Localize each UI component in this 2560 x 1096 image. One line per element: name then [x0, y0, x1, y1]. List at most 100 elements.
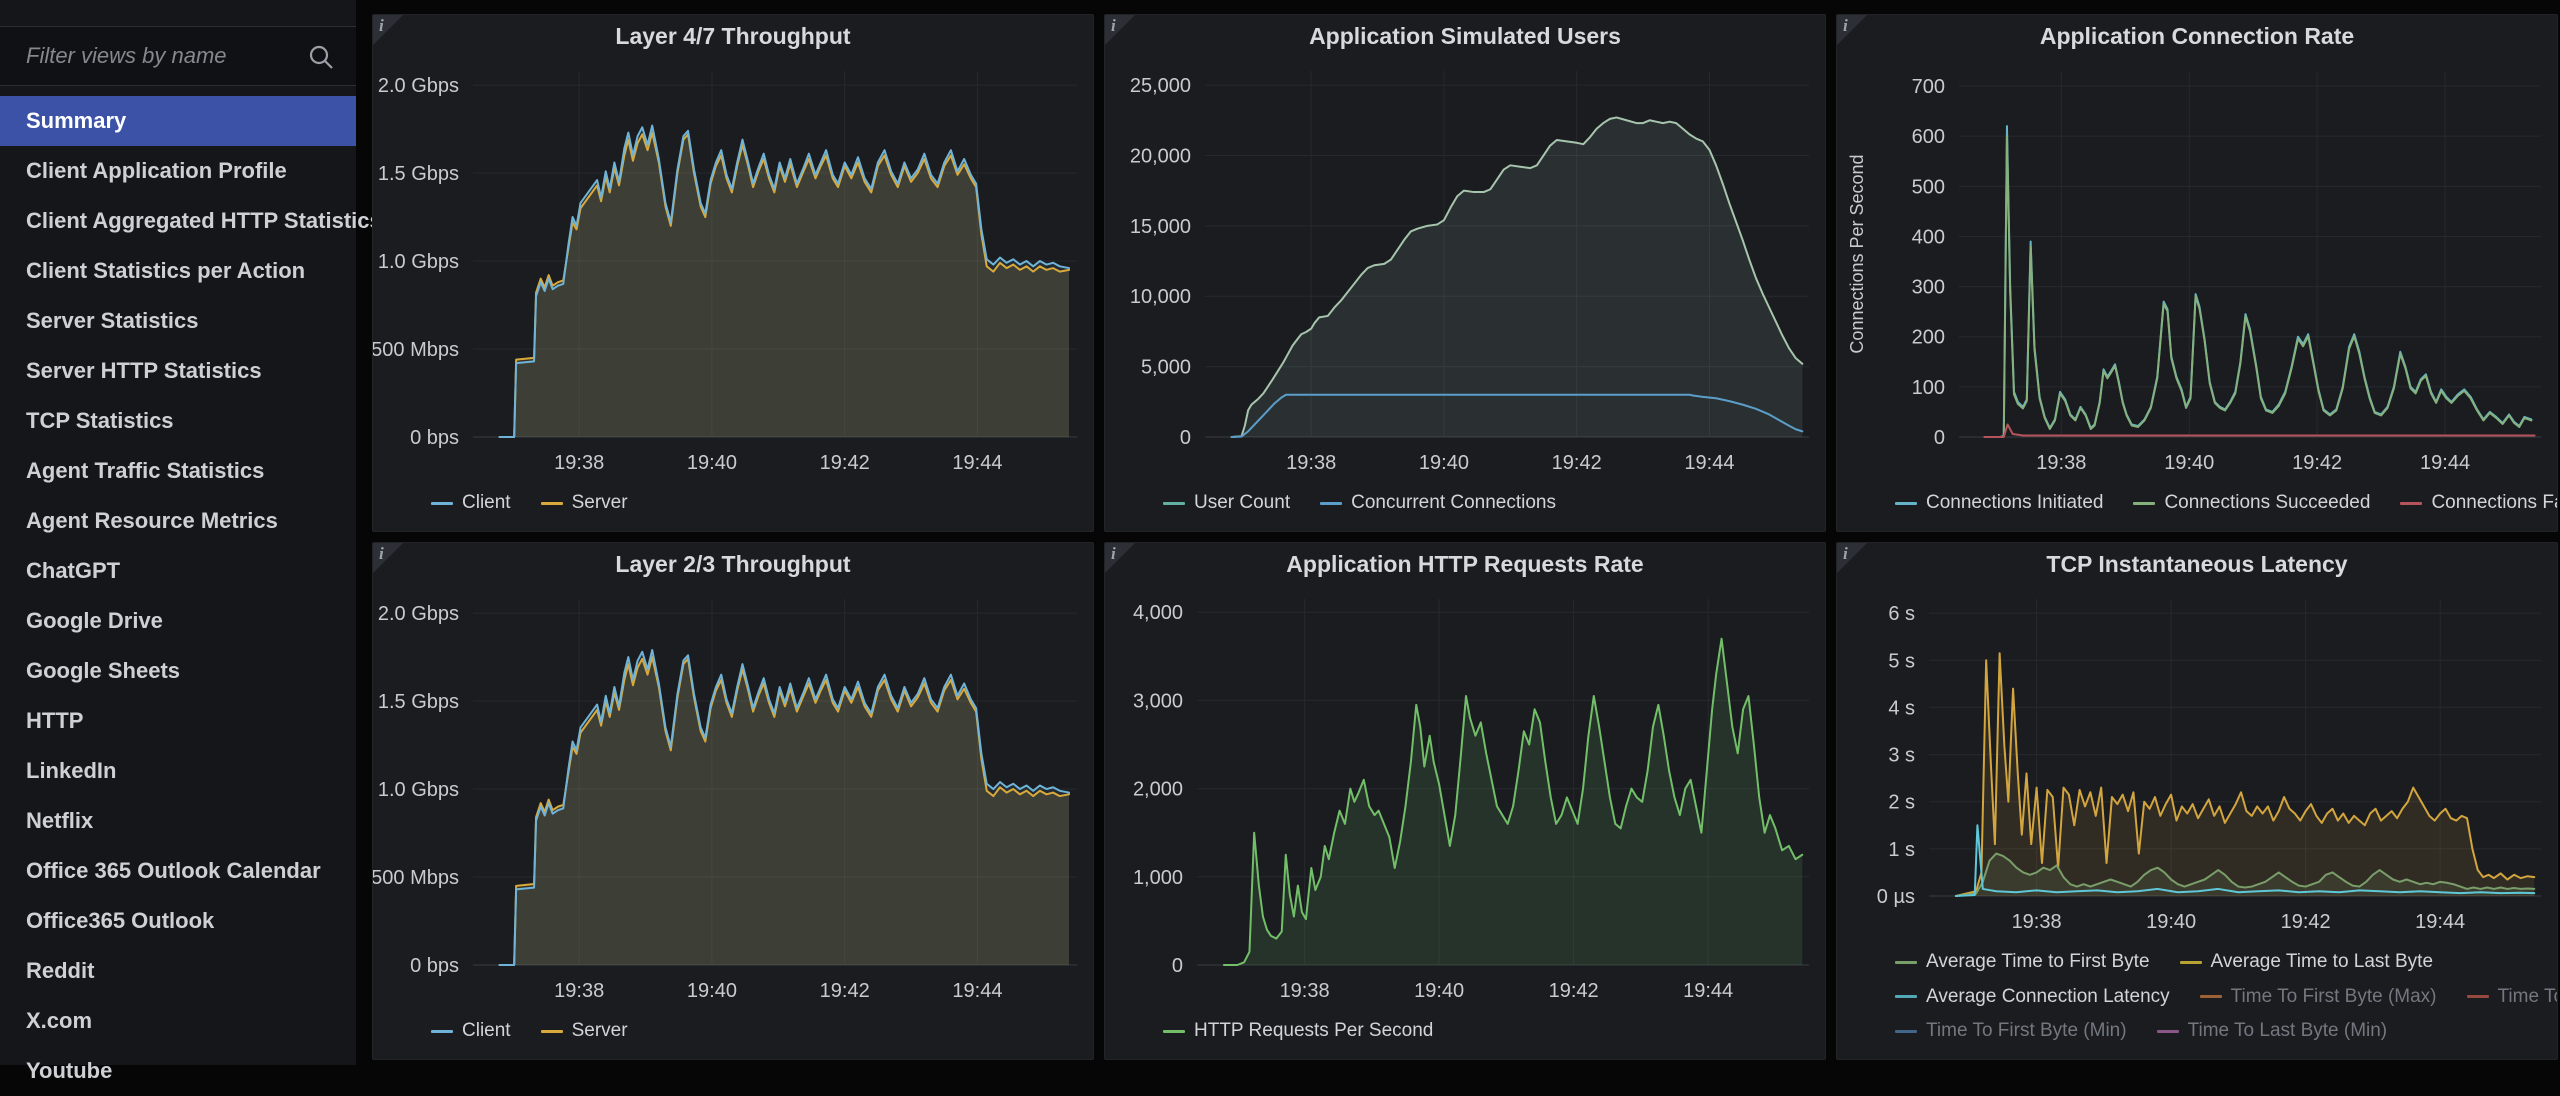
legend-item-client[interactable]: Client	[431, 1015, 511, 1047]
chart-legend: Average Time to First Byte Average Time t…	[1837, 942, 2557, 1060]
chart-legend: Client Server	[373, 483, 1093, 532]
svg-text:2 s: 2 s	[1888, 792, 1915, 814]
sidebar-item-chatgpt[interactable]: ChatGPT	[26, 558, 121, 583]
svg-text:19:42: 19:42	[820, 980, 870, 1002]
panel-info-corner[interactable]: i	[1105, 543, 1135, 573]
legend-item-time-to-last-byte-max-[interactable]: Time To Last Byte (Max)	[2466, 981, 2557, 1013]
svg-text:19:42: 19:42	[820, 452, 870, 474]
svg-text:1.5 Gbps: 1.5 Gbps	[378, 691, 459, 713]
svg-text:4 s: 4 s	[1888, 697, 1915, 719]
panel-application-http-requests-rate: i Application HTTP Requests Rate 0 1,000 2…	[1104, 542, 1826, 1060]
svg-text:600: 600	[1912, 126, 1945, 148]
filter-views-input[interactable]	[0, 27, 286, 85]
chart-canvas[interactable]: 0 5,000 10,000 15,000 20,000 25,000 19:38 19:40…	[1105, 57, 1825, 483]
svg-text:500 Mbps: 500 Mbps	[373, 867, 459, 889]
chart-canvas[interactable]: 0 100 200 300 400 500 600 700 19:38 19:40 19:42 19:…	[1837, 57, 2557, 483]
legend-item-connections-initiated[interactable]: Connections Initiated	[1895, 487, 2103, 519]
sidebar-item-office365-outlook[interactable]: Office365 Outlook	[26, 908, 215, 933]
legend-item-server[interactable]: Server	[540, 1015, 628, 1047]
svg-text:1.0 Gbps: 1.0 Gbps	[378, 779, 459, 801]
svg-text:5,000: 5,000	[1141, 357, 1191, 379]
chart-canvas[interactable]: 0 bps 500 Mbps 1.0 Gbps 1.5 Gbps 2.0 Gbps 19:…	[373, 585, 1093, 1011]
legend-item-time-to-last-byte-min-[interactable]: Time To Last Byte (Min)	[2156, 1015, 2387, 1047]
svg-text:0 bps: 0 bps	[410, 955, 459, 977]
svg-text:100: 100	[1912, 377, 1945, 399]
sidebar-item-x-com[interactable]: X.com	[26, 1008, 93, 1033]
sidebar-item-agent-resource-metrics[interactable]: Agent Resource Metrics	[26, 508, 278, 533]
panel-title[interactable]: Application Simulated Users	[1309, 22, 1621, 49]
legend-item-average-time-to-first-byte[interactable]: Average Time to First Byte	[1895, 946, 2150, 978]
sidebar-item-office-365-outlook-calendar[interactable]: Office 365 Outlook Calendar	[26, 858, 321, 883]
svg-text:0: 0	[1934, 427, 1945, 449]
legend-item-time-to-first-byte-min-[interactable]: Time To First Byte (Min)	[1895, 1015, 2127, 1047]
panel-info-corner[interactable]: i	[1837, 15, 1867, 45]
info-icon: i	[1843, 16, 1848, 35]
sidebar-item-reddit[interactable]: Reddit	[26, 958, 95, 983]
svg-text:3,000: 3,000	[1133, 690, 1183, 712]
svg-text:500 Mbps: 500 Mbps	[373, 339, 459, 361]
panel-title[interactable]: Layer 4/7 Throughput	[615, 22, 851, 49]
panel-info-corner[interactable]: i	[1837, 543, 1867, 573]
svg-text:19:40: 19:40	[687, 452, 737, 474]
info-icon: i	[1111, 16, 1116, 35]
svg-text:19:40: 19:40	[687, 980, 737, 1002]
svg-text:2.0 Gbps: 2.0 Gbps	[378, 75, 459, 97]
sidebar-item-linkedin[interactable]: LinkedIn	[26, 758, 117, 783]
panel-title[interactable]: Layer 2/3 Throughput	[615, 550, 851, 577]
panel-title[interactable]: TCP Instantaneous Latency	[2046, 550, 2348, 577]
chart-legend: User Count Concurrent Connections	[1105, 483, 1825, 532]
sidebar-item-google-sheets[interactable]: Google Sheets	[26, 658, 181, 683]
svg-text:19:40: 19:40	[1419, 452, 1469, 474]
sidebar-item-netflix[interactable]: Netflix	[26, 808, 94, 833]
legend-item-client[interactable]: Client	[431, 487, 511, 519]
sidebar-item-summary[interactable]: Summary	[0, 96, 356, 146]
svg-text:2.0 Gbps: 2.0 Gbps	[378, 603, 459, 625]
chart-canvas[interactable]: 0 1,000 2,000 3,000 4,000 19:38 19:40 19:42 19:4…	[1105, 585, 1825, 1011]
panel-title[interactable]: Application Connection Rate	[2039, 22, 2355, 49]
sidebar-item-youtube[interactable]: Youtube	[26, 1058, 113, 1083]
svg-text:19:42: 19:42	[1552, 452, 1602, 474]
legend-item-average-time-to-last-byte[interactable]: Average Time to Last Byte	[2179, 946, 2433, 978]
panel-tcp-instantaneous-latency: i TCP Instantaneous Latency 0 µs 1 s 2 s 3 …	[1836, 542, 2558, 1060]
svg-text:19:44: 19:44	[2420, 452, 2470, 474]
svg-text:3 s: 3 s	[1888, 745, 1915, 767]
search-icon[interactable]	[308, 44, 334, 70]
legend-item-user-count[interactable]: User Count	[1163, 487, 1290, 519]
panel-title[interactable]: Application HTTP Requests Rate	[1286, 550, 1644, 577]
sidebar-item-http[interactable]: HTTP	[26, 708, 84, 733]
sidebar-item-server-http-statistics[interactable]: Server HTTP Statistics	[26, 358, 262, 383]
svg-text:19:44: 19:44	[1684, 452, 1734, 474]
info-icon: i	[379, 16, 384, 35]
sidebar-item-client-application-profile[interactable]: Client Application Profile	[26, 158, 287, 183]
sidebar-item-client-aggregated-http-statistics[interactable]: Client Aggregated HTTP Statistics	[26, 208, 382, 233]
legend-item-time-to-first-byte-max-[interactable]: Time To First Byte (Max)	[2199, 981, 2437, 1013]
chart-canvas[interactable]: 0 bps 500 Mbps 1.0 Gbps 1.5 Gbps 2.0 Gbps 19:…	[373, 57, 1093, 483]
sidebar-item-google-drive[interactable]: Google Drive	[26, 608, 163, 633]
sidebar-item-tcp-statistics[interactable]: TCP Statistics	[26, 408, 174, 433]
panel-info-corner[interactable]: i	[373, 543, 403, 573]
filter-views-field	[0, 26, 356, 86]
chart-canvas[interactable]: 0 µs 1 s 2 s 3 s 4 s 5 s 6 s 19:38 19:40 19:42 19:…	[1837, 585, 2557, 942]
chart-legend: Client Server	[373, 1011, 1093, 1060]
legend-item-server[interactable]: Server	[540, 487, 628, 519]
svg-text:19:40: 19:40	[1414, 980, 1464, 1002]
chart-legend: Connections Initiated Connections Succeed…	[1837, 483, 2557, 532]
chart-legend: HTTP Requests Per Second	[1105, 1011, 1825, 1060]
svg-text:4,000: 4,000	[1133, 602, 1183, 624]
legend-item-concurrent-connections[interactable]: Concurrent Connections	[1320, 487, 1556, 519]
views-list: Summary Client Application Profile Client …	[0, 96, 382, 1096]
legend-item-connections-failed[interactable]: Connections Failed	[2400, 487, 2557, 519]
panel-info-corner[interactable]: i	[1105, 15, 1135, 45]
legend-item-average-connection-latency[interactable]: Average Connection Latency	[1895, 981, 2170, 1013]
sidebar-item-agent-traffic-statistics[interactable]: Agent Traffic Statistics	[26, 458, 265, 483]
svg-text:19:42: 19:42	[2292, 452, 2342, 474]
svg-text:19:38: 19:38	[2036, 452, 2086, 474]
panel-application-connection-rate: i Application Connection Rate 0 100 200 300…	[1836, 14, 2558, 532]
sidebar-item-client-statistics-per-action[interactable]: Client Statistics per Action	[26, 258, 306, 283]
panel-info-corner[interactable]: i	[373, 15, 403, 45]
legend-item-connections-succeeded[interactable]: Connections Succeeded	[2133, 487, 2370, 519]
svg-text:19:42: 19:42	[2281, 911, 2331, 933]
info-icon: i	[1843, 544, 1848, 563]
legend-item-http-requests-per-second[interactable]: HTTP Requests Per Second	[1163, 1015, 1433, 1047]
sidebar-item-server-statistics[interactable]: Server Statistics	[26, 308, 199, 333]
